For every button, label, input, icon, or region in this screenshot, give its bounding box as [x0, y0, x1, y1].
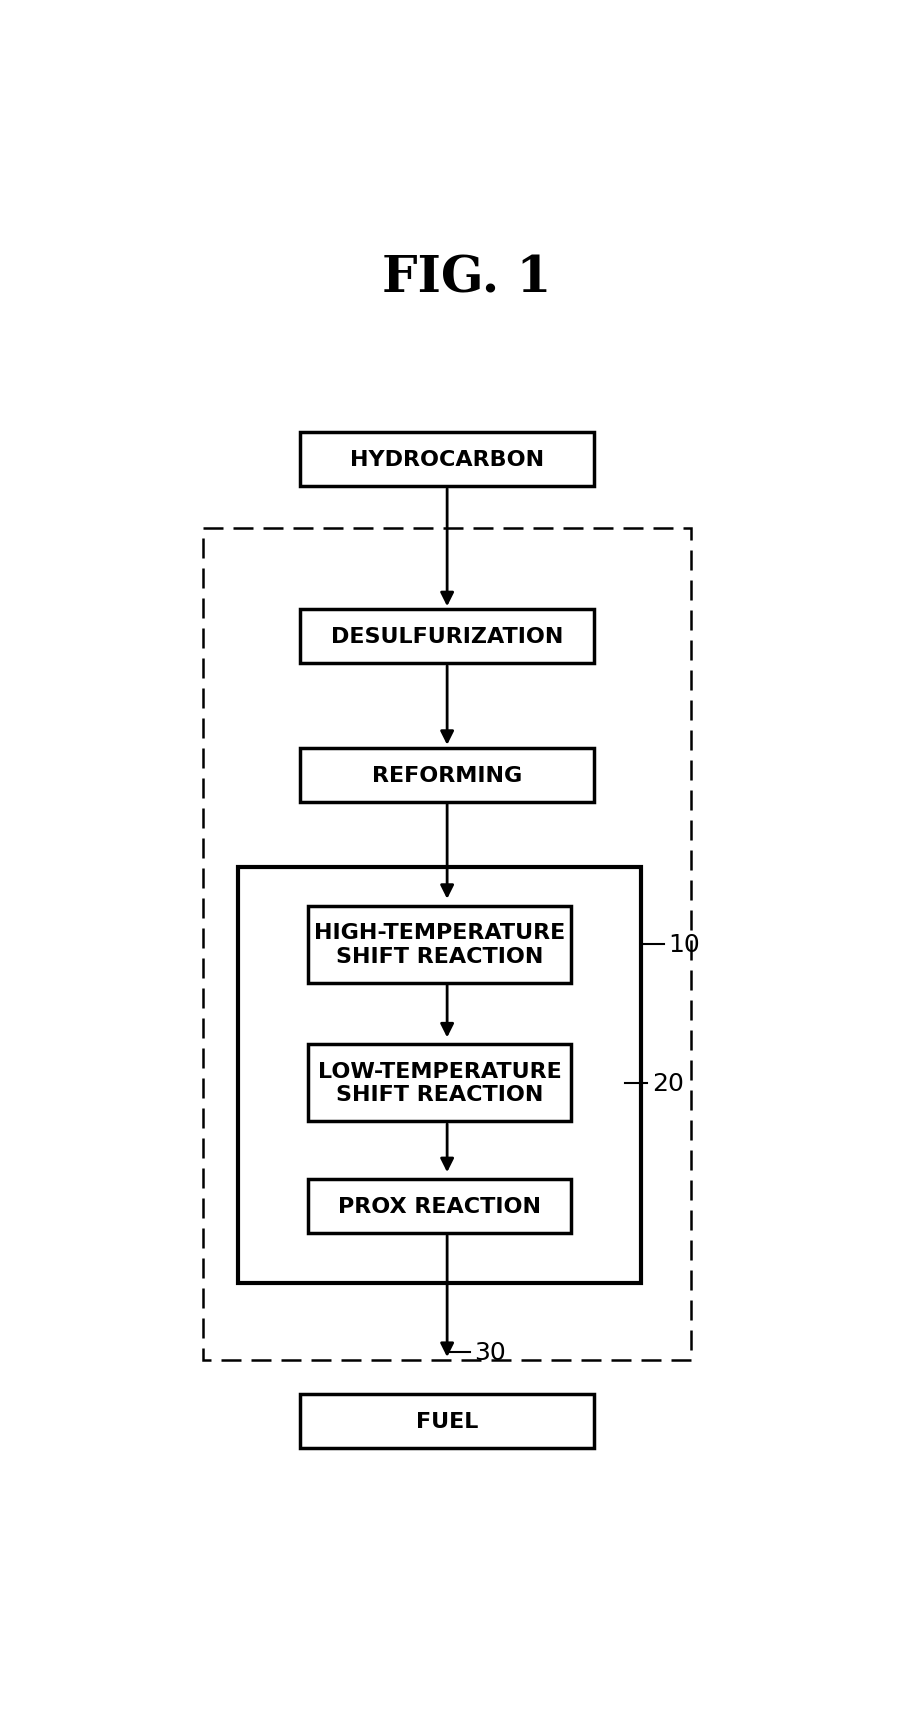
Text: DESULFURIZATION: DESULFURIZATION — [331, 627, 563, 646]
Text: LOW-TEMPERATURE
SHIFT REACTION: LOW-TEMPERATURE SHIFT REACTION — [318, 1061, 561, 1104]
Text: HIGH-TEMPERATURE
SHIFT REACTION: HIGH-TEMPERATURE SHIFT REACTION — [313, 922, 565, 967]
Bar — [300, 432, 594, 487]
Text: FUEL: FUEL — [416, 1412, 478, 1431]
Text: HYDROCARBON: HYDROCARBON — [350, 449, 544, 470]
Text: REFORMING: REFORMING — [372, 764, 522, 785]
Bar — [203, 530, 691, 1359]
Bar — [300, 749, 594, 802]
Bar — [300, 1395, 594, 1448]
Text: 10: 10 — [668, 932, 700, 956]
Bar — [300, 610, 594, 663]
Text: FIG. 1: FIG. 1 — [382, 254, 551, 303]
Bar — [308, 1044, 571, 1121]
Text: PROX REACTION: PROX REACTION — [338, 1196, 541, 1217]
Bar — [238, 867, 640, 1284]
Text: 30: 30 — [475, 1340, 506, 1364]
Text: 20: 20 — [652, 1071, 684, 1095]
Bar — [308, 907, 571, 982]
Bar — [308, 1179, 571, 1232]
